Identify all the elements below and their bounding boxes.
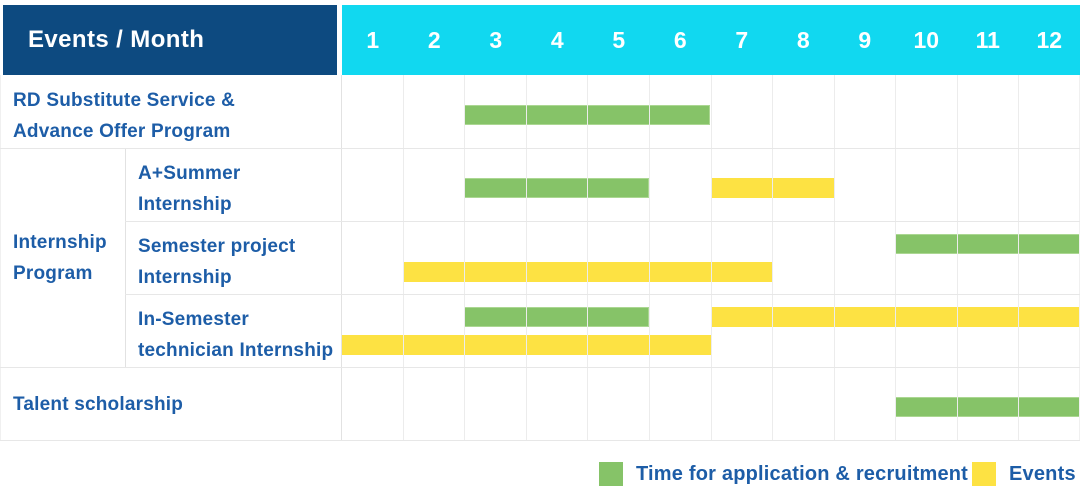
row-border	[125, 221, 1080, 222]
gantt-table-body: RD Substitute Service & Advance Offer Pro…	[0, 75, 1080, 441]
month-label: 11	[975, 27, 1000, 53]
header-title: Events / Month	[28, 26, 205, 53]
row-border	[125, 294, 1080, 295]
grid-vline	[587, 75, 589, 440]
table-left-edge	[0, 75, 1, 440]
legend-label-events: Events	[1009, 462, 1076, 485]
grid-vline	[956, 75, 958, 440]
legend-swatch-green	[599, 462, 623, 486]
events-month-header-cell: Events / Month	[3, 5, 337, 75]
group-label: Internship Program	[13, 231, 107, 284]
grid-vline	[1018, 75, 1020, 440]
row-border	[0, 440, 1080, 441]
gantt-grid-area	[341, 75, 1080, 440]
month-label: 8	[796, 27, 810, 53]
row-label: In-Semester technician Internship	[138, 309, 334, 361]
grid-vline	[525, 75, 527, 440]
legend-item-application: Time for application & recruitment	[599, 459, 968, 489]
month-label: 5	[612, 27, 626, 53]
row-border	[0, 367, 1080, 368]
gantt-bar-application	[895, 397, 1080, 417]
row-label: RD Substitute Service & Advance Offer Pro…	[13, 90, 236, 142]
row-label: A+Summer Internship	[138, 163, 241, 215]
gantt-bar-application	[464, 307, 649, 327]
grid-vline	[895, 75, 897, 440]
month-label: 10	[913, 27, 940, 53]
gantt-bar-application	[464, 178, 649, 198]
month-label: 1	[366, 27, 380, 53]
gantt-bar-application	[895, 234, 1080, 254]
month-label: 2	[427, 27, 441, 53]
grid-vline	[833, 75, 835, 440]
month-header-row: 1 2 3 4 5 6 7 8 9 10 11 12	[342, 5, 1080, 75]
legend-swatch-yellow	[972, 462, 996, 486]
grid-vline	[772, 75, 774, 440]
month-label: 4	[550, 27, 564, 53]
legend-label-application: Time for application & recruitment	[636, 462, 969, 485]
legend-item-events: Events	[972, 459, 1076, 489]
grid-vline	[648, 75, 650, 440]
grid-vline	[464, 75, 466, 440]
month-label: 9	[858, 27, 872, 53]
row-border	[0, 148, 1080, 149]
label-column-divider	[341, 75, 342, 440]
group-sub-divider	[125, 148, 126, 367]
month-label: 7	[735, 27, 749, 53]
grid-vline	[402, 75, 404, 440]
row-label: Talent scholarship	[13, 394, 184, 415]
grid-vline	[710, 75, 712, 440]
month-label: 3	[489, 27, 503, 53]
month-label: 6	[673, 27, 687, 53]
row-label: Semester project Internship	[138, 236, 296, 288]
month-label: 12	[1036, 27, 1063, 53]
